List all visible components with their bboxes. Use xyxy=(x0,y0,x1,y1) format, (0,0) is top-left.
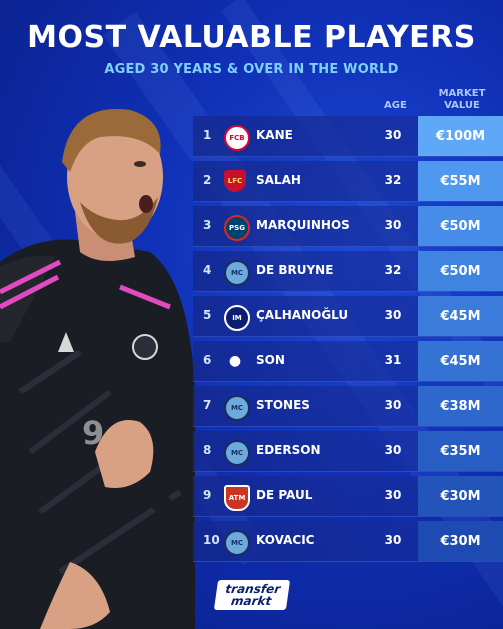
page-title: MOST VALUABLE PLAYERS xyxy=(27,20,476,55)
player-age: 30 xyxy=(384,488,402,502)
player-name: EDERSON xyxy=(256,443,321,457)
table-row: 3 PSG MARQUINHOS 30 €50M xyxy=(193,206,503,247)
rank: 2 xyxy=(203,173,212,187)
player-age: 32 xyxy=(384,263,402,277)
tottenham-crest-icon: ● xyxy=(228,353,242,369)
atletico-crest-icon: ATM xyxy=(224,485,250,511)
player-age: 30 xyxy=(384,533,402,547)
rank: 4 xyxy=(203,263,212,277)
liverpool-crest-icon: LFC xyxy=(224,170,246,192)
player-age: 30 xyxy=(384,218,402,232)
man-city-crest-icon: MC xyxy=(224,530,250,556)
player-age: 30 xyxy=(384,308,402,322)
market-value: €50M xyxy=(418,251,503,291)
table-row: 4 MC DE BRUYNE 32 €50M xyxy=(193,251,503,292)
player-photo: 9 xyxy=(0,109,195,629)
svg-text:9: 9 xyxy=(82,414,104,452)
table-row: 1 FCB KANE 30 €100M xyxy=(193,116,503,157)
player-age: 31 xyxy=(384,353,402,367)
table-row: 10 MC KOVACIC 30 €30M xyxy=(193,521,503,562)
market-value: €30M xyxy=(418,476,503,516)
player-age: 30 xyxy=(384,128,402,142)
man-city-crest-icon: MC xyxy=(224,260,250,286)
player-name: MARQUINHOS xyxy=(256,218,350,232)
player-name: KOVACIC xyxy=(256,533,315,547)
table-row: 8 MC EDERSON 30 €35M xyxy=(193,431,503,472)
rank: 3 xyxy=(203,218,212,232)
rank: 10 xyxy=(203,533,220,547)
man-city-crest-icon: MC xyxy=(224,440,250,466)
player-name: STONES xyxy=(256,398,310,412)
table-row: 2 LFC SALAH 32 €55M xyxy=(193,161,503,202)
table-row: 6 ● SON 31 €45M xyxy=(193,341,503,382)
player-age: 30 xyxy=(384,398,402,412)
player-age: 32 xyxy=(384,173,402,187)
psg-crest-icon: PSG xyxy=(224,215,250,241)
page-subtitle: AGED 30 YEARS & OVER IN THE WORLD xyxy=(104,62,399,77)
table-row: 7 MC STONES 30 €38M xyxy=(193,386,503,427)
man-city-crest-icon: MC xyxy=(224,395,250,421)
market-value: €35M xyxy=(418,431,503,471)
player-name: DE BRUYNE xyxy=(256,263,334,277)
market-value: €100M xyxy=(418,116,503,156)
transfermarkt-logo: transfer markt xyxy=(213,580,291,610)
market-value: €45M xyxy=(418,341,503,381)
player-name: SON xyxy=(256,353,285,367)
inter-crest-icon: IM xyxy=(224,305,250,331)
player-age: 30 xyxy=(384,443,402,457)
player-name: DE PAUL xyxy=(256,488,313,502)
rank: 1 xyxy=(203,128,212,142)
rank: 5 xyxy=(203,308,212,322)
market-value: €50M xyxy=(418,206,503,246)
rank: 6 xyxy=(203,353,212,367)
market-value: €38M xyxy=(418,386,503,426)
rank: 9 xyxy=(203,488,212,502)
player-name: ÇALHANOĞLU xyxy=(256,308,349,322)
bayern-crest-icon: FCB xyxy=(224,125,250,151)
market-value: €55M xyxy=(418,161,503,201)
market-value: €45M xyxy=(418,296,503,336)
table-row: 9 ATM DE PAUL 30 €30M xyxy=(193,476,503,517)
player-name: SALAH xyxy=(256,173,301,187)
market-value: €30M xyxy=(418,521,503,561)
market-value-column-header: MARKET VALUE xyxy=(438,88,486,111)
age-column-header: AGE xyxy=(384,100,407,111)
rank: 7 xyxy=(203,398,212,412)
table-row: 5 IM ÇALHANOĞLU 30 €45M xyxy=(193,296,503,337)
logo-line-2: markt xyxy=(230,594,273,608)
player-name: KANE xyxy=(256,128,293,142)
rank: 8 xyxy=(203,443,212,457)
